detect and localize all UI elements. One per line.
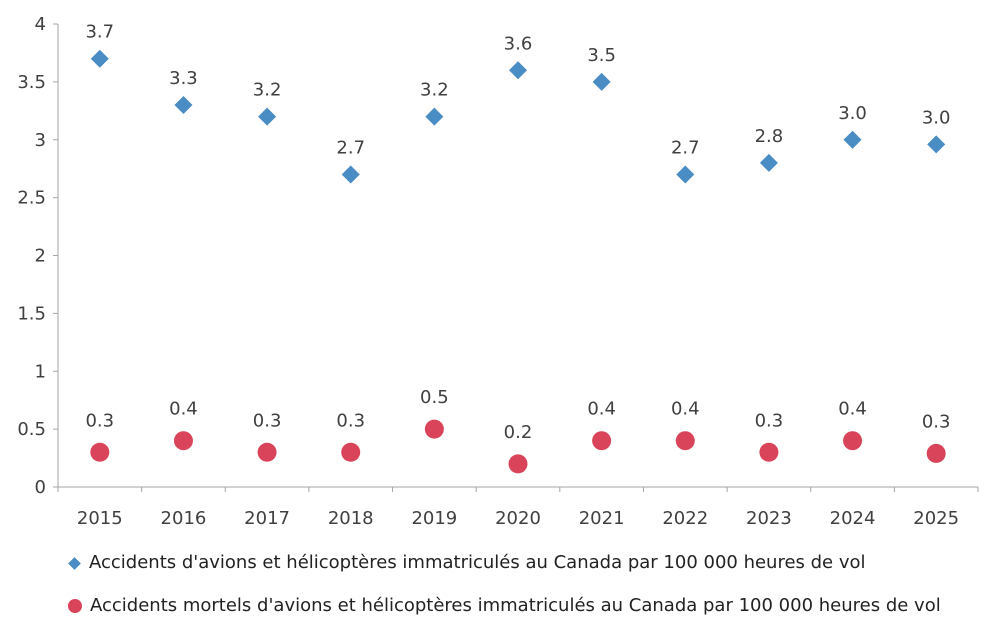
data-point-diamond — [592, 72, 611, 91]
legend-label-accidents: Accidents d'avions et hélicoptères immat… — [89, 552, 866, 573]
series-accidents: 3.7 3.3 3.2 2.7 3.2 3.6 3.5 2.7 2.8 3.0 3.0 — [85, 22, 951, 184]
legend-item-fatal-accidents: Accidents mortels d'avions et hélicoptèr… — [68, 595, 941, 616]
data-point-circle — [759, 442, 779, 462]
data-label: 3.7 — [85, 22, 114, 43]
data-point-diamond — [341, 165, 360, 184]
data-label: 0.2 — [504, 422, 533, 443]
legend-label-fatal-accidents: Accidents mortels d'avions et hélicoptèr… — [90, 595, 941, 616]
data-label: 3.2 — [253, 80, 282, 101]
data-point-circle — [843, 431, 863, 451]
x-tick-label: 2021 — [579, 508, 625, 529]
y-tick-label: 1 — [35, 361, 46, 382]
axes: 0 0.5 1 1.5 2 2.5 3 3.5 4 2015 2016 2017 2018 2019 202… — [17, 14, 979, 529]
data-point-circle — [173, 431, 193, 451]
data-label: 3.0 — [922, 107, 951, 128]
data-point-circle — [424, 419, 444, 439]
data-point-diamond — [927, 135, 946, 154]
data-label: 0.4 — [587, 399, 616, 420]
circle-marker-icon — [68, 599, 82, 613]
data-point-diamond — [174, 96, 193, 115]
y-tick-label: 4 — [35, 14, 46, 35]
y-tick-label: 0.5 — [17, 419, 46, 440]
chart: 0 0.5 1 1.5 2 2.5 3 3.5 4 2015 2016 2017 2018 2019 202… — [17, 14, 979, 529]
series-fatal-accidents: 0.3 0.4 0.3 0.3 0.5 0.2 0.4 0.4 0.3 0.4 0.3 — [85, 387, 951, 474]
data-label: 0.5 — [420, 387, 449, 408]
x-tick-label: 2016 — [161, 508, 207, 529]
data-point-diamond — [843, 130, 862, 149]
data-label: 0.3 — [336, 410, 365, 431]
data-point-diamond — [509, 61, 527, 80]
data-label: 3.0 — [838, 103, 867, 124]
y-tick-label: 0 — [35, 477, 46, 498]
data-label: 0.3 — [922, 411, 951, 432]
y-tick-label: 1.5 — [17, 303, 46, 324]
data-label: 3.5 — [587, 45, 616, 66]
data-label: 0.4 — [838, 399, 867, 420]
data-label: 3.3 — [169, 68, 198, 89]
data-point-circle — [257, 442, 277, 462]
data-label: 3.2 — [420, 80, 449, 101]
data-point-diamond — [90, 49, 109, 68]
data-label: 3.6 — [504, 33, 533, 54]
legend-item-accidents: Accidents d'avions et hélicoptères immat… — [68, 552, 866, 573]
data-point-diamond — [258, 107, 277, 126]
data-point-circle — [341, 442, 361, 462]
y-tick-label: 3 — [35, 130, 46, 151]
data-point-circle — [926, 443, 946, 463]
data-label: 2.7 — [336, 137, 365, 158]
data-label: 0.3 — [85, 410, 114, 431]
x-tick-label: 2022 — [662, 508, 708, 529]
x-tick-label: 2024 — [830, 508, 876, 529]
x-tick-label: 2020 — [495, 508, 541, 529]
x-tick-label: 2017 — [244, 508, 290, 529]
x-tick-label: 2019 — [411, 508, 457, 529]
data-point-diamond — [759, 153, 778, 172]
y-tick-label: 2.5 — [17, 188, 46, 209]
data-label: 0.4 — [671, 399, 700, 420]
x-tick-label: 2018 — [328, 508, 374, 529]
x-tick-label: 2025 — [913, 508, 959, 529]
x-tick-label: 2023 — [746, 508, 792, 529]
y-tick-label: 2 — [35, 246, 46, 267]
data-label: 0.3 — [253, 410, 282, 431]
data-point-circle — [508, 454, 528, 474]
data-label: 2.7 — [671, 137, 700, 158]
data-label: 0.3 — [755, 410, 784, 431]
y-tick-label: 3.5 — [17, 72, 46, 93]
data-point-circle — [592, 431, 612, 451]
data-point-circle — [675, 431, 695, 451]
data-label: 0.4 — [169, 399, 198, 420]
data-point-diamond — [676, 165, 695, 184]
data-point-circle — [90, 442, 110, 462]
data-point-diamond — [425, 107, 444, 126]
x-tick-label: 2015 — [77, 508, 123, 529]
data-label: 2.8 — [755, 126, 784, 147]
diamond-marker-icon — [68, 556, 81, 570]
